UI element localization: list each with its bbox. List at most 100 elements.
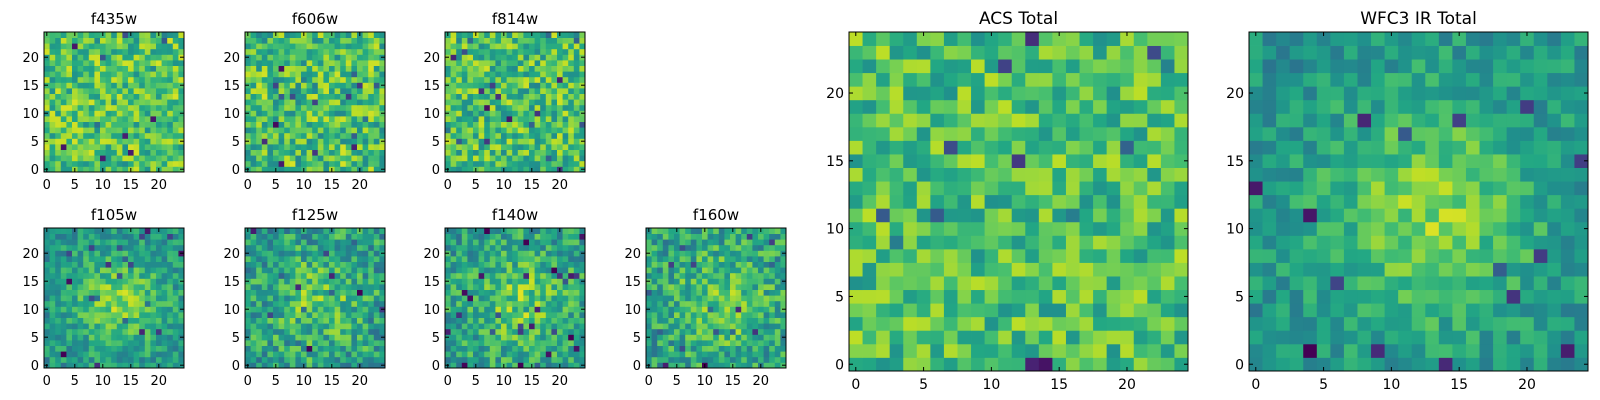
heatmap-cell [167,166,174,173]
heatmap-cell [295,345,302,352]
heatmap-cell [713,239,720,246]
heatmap-cell [267,233,274,240]
heatmap-cell [512,110,519,117]
heatmap-cell [144,244,151,251]
heatmap-cell [467,250,474,257]
heatmap-cell [1038,343,1053,358]
heatmap-cell [741,233,748,240]
heatmap-cell [116,166,123,173]
heatmap-cell [273,60,279,66]
heatmap-cell [646,345,652,352]
heatmap-cell [167,76,174,83]
heatmap-cell [540,312,547,318]
heatmap-cell [478,356,485,363]
heatmap-cell [144,32,151,38]
heatmap-cell [312,88,319,94]
heatmap-cell [916,303,931,318]
heatmap-cell [696,244,703,251]
heatmap-cell [456,300,463,307]
heatmap-cell [284,300,291,307]
heatmap-cell [133,228,140,234]
heatmap-cell [368,284,375,290]
heatmap-cell [133,82,140,89]
heatmap-cell [289,345,296,352]
heatmap-cell [534,48,541,55]
heatmap-cell [178,328,185,335]
heatmap-cell [763,250,770,257]
heatmap-cell [340,267,347,274]
heatmap-cell [467,132,474,139]
heatmap-cell [696,362,703,369]
heatmap-cell [730,239,736,246]
heatmap-cell [44,284,50,290]
heatmap-cell [662,345,669,352]
heatmap-cell [534,261,541,268]
heatmap-cell [540,60,547,66]
heatmap-cell [1093,181,1108,196]
heatmap-cell [450,289,457,296]
heatmap-cell [501,82,507,89]
heatmap-cell [495,149,502,156]
heatmap-cell [478,82,485,89]
heatmap-cell [758,250,764,257]
heatmap-cell [88,121,95,128]
heatmap-cell [1093,357,1108,372]
heatmap-cell [668,295,675,302]
heatmap-cell [943,330,958,345]
heatmap-cell [579,149,586,156]
heatmap-cell [506,71,513,78]
heatmap-cell [161,351,168,358]
heatmap-cell [489,82,496,89]
heatmap-cell [718,340,725,346]
heatmap-cell [478,261,485,268]
heatmap-cell [111,127,118,134]
heatmap-cell [1052,303,1067,318]
heatmap-cell [273,104,279,111]
heatmap-cell [357,334,363,341]
heatmap-cell [351,340,358,346]
heatmap-cell [83,93,90,100]
heatmap-cell [250,37,257,44]
heatmap-cell [724,312,731,318]
heatmap-cell [312,267,319,274]
heatmap-cell [139,228,146,234]
heatmap-cell [250,228,257,234]
heatmap-cell [724,351,731,358]
heatmap-cell [156,233,162,240]
heatmap-cell [456,334,463,341]
heatmap-cell [769,356,776,363]
heatmap-cell [557,295,563,302]
heatmap-cell [306,99,313,106]
heatmap-cell [150,362,157,369]
heatmap-cell [769,261,776,268]
heatmap-cell [250,295,257,302]
heatmap-cell [323,65,330,72]
heatmap-cell [116,317,123,324]
heatmap-cell [250,351,257,358]
heatmap-cell [512,278,519,285]
heatmap-cell [278,144,285,150]
heatmap-cell [534,54,541,61]
heatmap-cell [461,104,468,111]
heatmap-cell [1025,303,1040,318]
heatmap-cell [557,54,563,61]
heatmap-cell [172,239,179,246]
heatmap-cell [77,323,84,330]
heatmap-cell [122,250,129,257]
heatmap-cell [116,312,123,318]
heatmap-cell [368,261,375,268]
heatmap-cell [495,155,502,162]
x-tick-label: 15 [324,374,341,389]
heatmap-cell [122,99,129,106]
heatmap-cell [461,121,468,128]
heatmap-cell [517,300,524,307]
heatmap-cell [60,155,67,162]
heatmap-cell [668,340,675,346]
heatmap-cell [512,328,519,335]
heatmap-cell [512,104,519,111]
heatmap-cell [489,93,496,100]
heatmap-cell [780,300,787,307]
heatmap-cell [473,88,479,94]
heatmap-cell [1065,248,1080,263]
heatmap-cell [128,239,134,246]
